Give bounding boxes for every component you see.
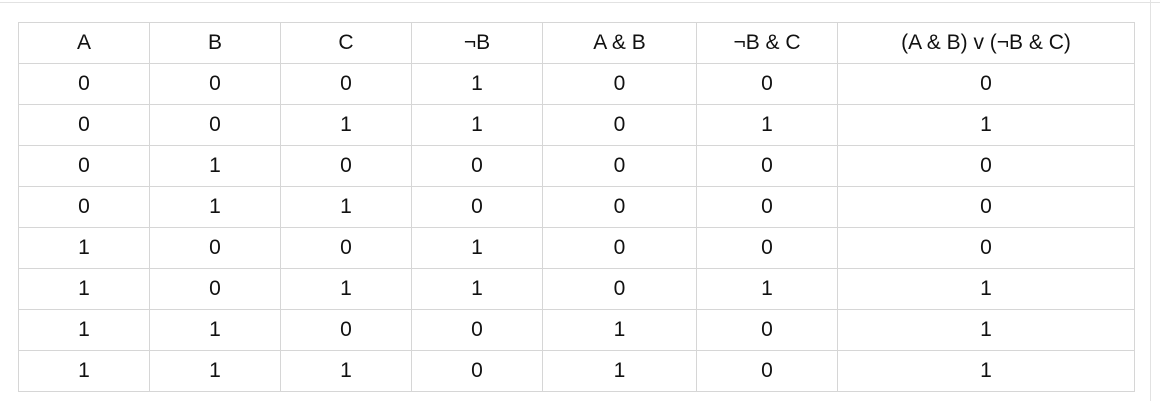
table-cell: 0 xyxy=(18,145,150,187)
table-cell: 0 xyxy=(696,309,838,351)
table-cell: 0 xyxy=(696,350,838,392)
table-cell: 0 xyxy=(411,186,543,228)
table-cell: 0 xyxy=(411,145,543,187)
table-cell: 1 xyxy=(280,186,412,228)
table-cell: 1 xyxy=(411,63,543,105)
header-cell: ¬B & C xyxy=(696,22,838,64)
table-cell: 0 xyxy=(837,145,1135,187)
table-cell: 0 xyxy=(411,309,543,351)
header-cell: (A & B) v (¬B & C) xyxy=(837,22,1135,64)
table-cell: 0 xyxy=(18,63,150,105)
table-cell: 1 xyxy=(149,309,281,351)
table-cell: 0 xyxy=(542,104,697,146)
header-cell: C xyxy=(280,22,412,64)
table-cell: 1 xyxy=(280,268,412,310)
header-cell: A xyxy=(18,22,150,64)
table-cell: 1 xyxy=(18,268,150,310)
table-cell: 0 xyxy=(542,227,697,269)
table-cell: 1 xyxy=(280,350,412,392)
table-cell: 0 xyxy=(149,268,281,310)
table-cell: 1 xyxy=(18,227,150,269)
table-cell: 0 xyxy=(18,104,150,146)
sheet-gridline xyxy=(1150,0,1151,401)
table-cell: 0 xyxy=(696,145,838,187)
table-cell: 0 xyxy=(837,227,1135,269)
table-cell: 0 xyxy=(280,227,412,269)
table-cell: 1 xyxy=(837,350,1135,392)
table-cell: 0 xyxy=(149,227,281,269)
table-cell: 0 xyxy=(696,227,838,269)
table-cell: 0 xyxy=(542,145,697,187)
table-cell: 0 xyxy=(280,145,412,187)
table-cell: 1 xyxy=(411,268,543,310)
table-cell: 1 xyxy=(411,227,543,269)
table-cell: 1 xyxy=(837,268,1135,310)
header-cell: B xyxy=(149,22,281,64)
table-cell: 1 xyxy=(542,350,697,392)
table-cell: 1 xyxy=(18,309,150,351)
table-cell: 1 xyxy=(149,186,281,228)
table-cell: 1 xyxy=(837,104,1135,146)
truth-table: A B C ¬B A & B ¬B & C (A & B) v (¬B & C) 0 0 0 1 0 0… xyxy=(18,22,1135,392)
table-cell: 0 xyxy=(696,186,838,228)
sheet-gridline xyxy=(0,2,1160,3)
table-cell: 1 xyxy=(542,309,697,351)
table-cell: 1 xyxy=(696,268,838,310)
table-cell: 0 xyxy=(149,104,281,146)
table-cell: 0 xyxy=(837,186,1135,228)
table-cell: 1 xyxy=(149,350,281,392)
table-cell: 1 xyxy=(280,104,412,146)
header-cell: ¬B xyxy=(411,22,543,64)
table-cell: 0 xyxy=(696,63,838,105)
table-cell: 1 xyxy=(149,145,281,187)
table-cell: 1 xyxy=(837,309,1135,351)
table-cell: 1 xyxy=(411,104,543,146)
table-cell: 0 xyxy=(542,63,697,105)
table-cell: 0 xyxy=(149,63,281,105)
table-cell: 1 xyxy=(18,350,150,392)
table-cell: 0 xyxy=(411,350,543,392)
table-cell: 0 xyxy=(280,63,412,105)
header-cell: A & B xyxy=(542,22,697,64)
table-cell: 0 xyxy=(280,309,412,351)
table-cell: 0 xyxy=(542,268,697,310)
table-cell: 0 xyxy=(837,63,1135,105)
table-cell: 0 xyxy=(542,186,697,228)
table-cell: 1 xyxy=(696,104,838,146)
table-cell: 0 xyxy=(18,186,150,228)
header-row: A B C ¬B A & B ¬B & C (A & B) v (¬B & C) xyxy=(18,22,1135,64)
